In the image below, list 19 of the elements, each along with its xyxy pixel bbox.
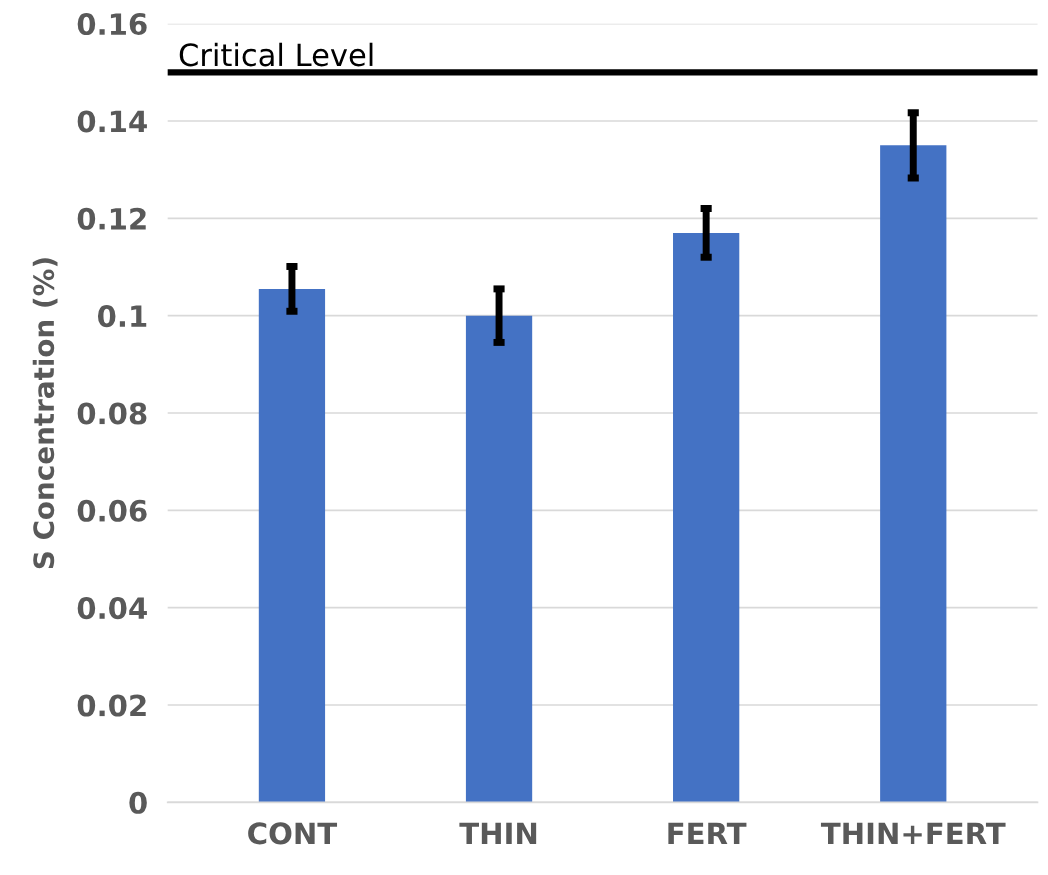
y-tick-label: 0	[129, 791, 147, 814]
x-tick-label: CONT	[248, 822, 338, 845]
ref-line-label: Critical Level	[179, 42, 373, 67]
y-tick-label: 0.12	[77, 207, 146, 230]
y-axis-title: S Concentration (%)	[32, 258, 58, 569]
bar	[258, 288, 326, 803]
y-tick-label: 0.04	[77, 597, 147, 620]
x-tick-label: FERT	[668, 822, 747, 844]
x-tick-label: THIN	[459, 822, 537, 844]
bar	[673, 232, 740, 803]
y-tick-label: 0.16	[77, 13, 147, 36]
y-tick-label: 0.08	[77, 402, 147, 425]
x-tick-label: THIN+FERT	[820, 822, 1006, 844]
y-tick-label: 0.06	[77, 499, 147, 522]
bar	[880, 145, 947, 803]
y-tick-label: 0.1	[97, 305, 147, 328]
bar	[465, 315, 533, 803]
y-tick-label: 0.02	[77, 694, 146, 717]
y-tick-label: 0.14	[77, 110, 147, 133]
